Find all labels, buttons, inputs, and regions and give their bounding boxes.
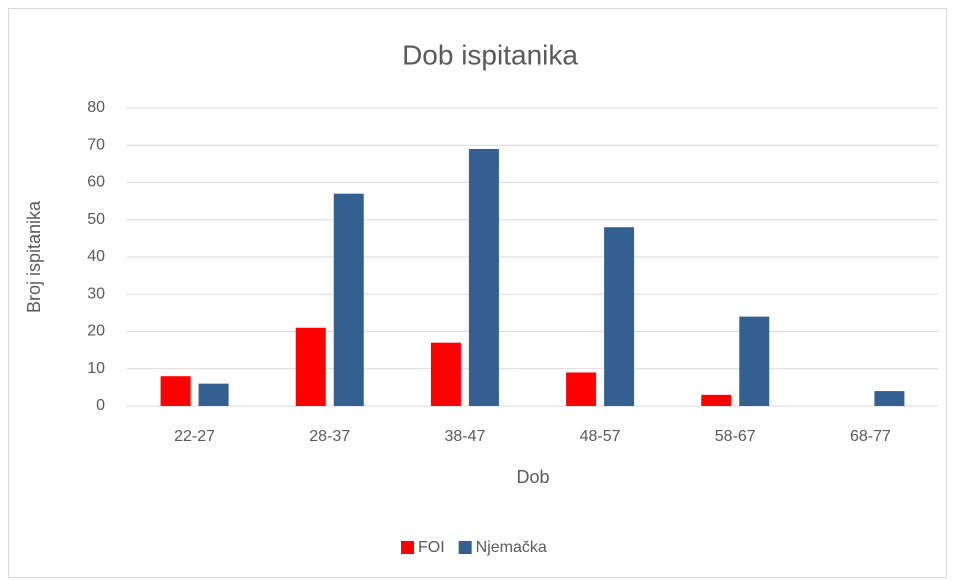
bar xyxy=(566,372,597,406)
bar xyxy=(198,383,229,406)
y-tick-label: 40 xyxy=(87,248,105,265)
bar xyxy=(739,316,770,406)
y-tick-label: 10 xyxy=(87,360,105,377)
y-tick-label: 60 xyxy=(87,174,105,191)
x-tick-label: 68-77 xyxy=(850,428,891,445)
x-tick-label: 28-37 xyxy=(309,428,350,445)
chart-title: Dob ispitanika xyxy=(402,39,578,70)
bar xyxy=(295,327,326,406)
legend-label: FOI xyxy=(418,539,445,556)
bar xyxy=(468,148,499,406)
y-axis-label: Broj ispitanika xyxy=(24,200,44,313)
y-tick-label: 30 xyxy=(87,285,105,302)
y-tick-label: 70 xyxy=(87,136,105,153)
y-tick-label: 50 xyxy=(87,211,105,228)
y-tick-label: 0 xyxy=(96,397,105,414)
x-tick-label: 22-27 xyxy=(174,428,215,445)
x-tick-label: 58-67 xyxy=(715,428,756,445)
x-axis-label: Dob xyxy=(516,467,549,487)
bar xyxy=(333,193,364,406)
bar xyxy=(874,391,905,406)
legend-swatch xyxy=(401,541,414,554)
x-tick-label: 38-47 xyxy=(444,428,485,445)
x-tick-label: 48-57 xyxy=(580,428,621,445)
legend-swatch xyxy=(458,541,472,554)
bar xyxy=(701,394,732,406)
y-tick-label: 20 xyxy=(87,323,105,340)
y-tick-label: 80 xyxy=(87,99,105,116)
bar xyxy=(604,227,635,406)
legend-label: Njemačka xyxy=(476,539,547,556)
bar xyxy=(430,342,461,406)
bar xyxy=(160,376,191,406)
